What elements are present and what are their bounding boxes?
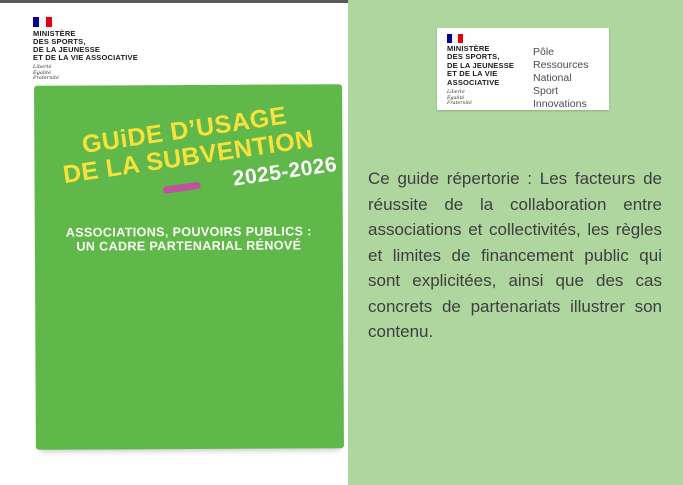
cover-subtitle-line2: UN CADRE PARTENARIAL RÉNOVÉ xyxy=(76,237,302,254)
pole-ressources-name: Pôle Ressources National Sport Innovatio… xyxy=(533,46,609,111)
ministry-name: MINISTÈRE DES SPORTS, DE LA JEUNESSE ET … xyxy=(33,30,138,62)
motto-line: Liberté xyxy=(447,90,465,96)
motto-line: Fraternité xyxy=(33,75,59,82)
ministry-name-line: ASSOCIATIVE xyxy=(447,77,500,87)
ministry-name-line: ET DE LA VIE xyxy=(447,69,498,79)
republic-motto: Liberté Égalité Fraternité xyxy=(447,90,514,107)
top-border-line xyxy=(0,0,348,3)
org-name-line: Sport xyxy=(533,85,559,97)
pink-dash-decoration xyxy=(162,181,201,194)
guide-cover: GUiDE D’USAGE DE LA SUBVENTION 2025-2026… xyxy=(34,84,344,450)
motto-line: Liberté xyxy=(33,64,52,70)
left-region: MINISTÈRE DES SPORTS, DE LA JEUNESSE ET … xyxy=(0,0,348,450)
ministry-logo-small: MINISTÈRE DES SPORTS, DE LA JEUNESSE ET … xyxy=(447,34,514,107)
org-name-line: Pôle Ressources xyxy=(533,46,589,71)
ministry-logo: MINISTÈRE DES SPORTS, DE LA JEUNESSE ET … xyxy=(33,17,138,82)
ministry-name-line: DE LA JEUNESSE xyxy=(33,45,101,54)
ministry-name-line: ET DE LA VIE ASSOCIATIVE xyxy=(33,53,138,62)
motto-line: Égalité xyxy=(33,69,51,76)
ministry-name-line: MINISTÈRE xyxy=(447,44,490,53)
cover-subtitle: ASSOCIATIONS, POUVOIRS PUBLICS : UN CADR… xyxy=(35,224,343,254)
ministry-name-line: DE LA JEUNESSE xyxy=(447,60,515,70)
org-name-line: Innovations xyxy=(533,98,587,110)
right-panel: MINISTÈRE DES SPORTS, DE LA JEUNESSE ET … xyxy=(348,0,683,485)
cover-title-group: GUiDE D’USAGE DE LA SUBVENTION 2025-2026 xyxy=(34,96,343,219)
french-flag-icon xyxy=(447,34,463,43)
french-flag-icon xyxy=(33,17,52,27)
ministry-name-line: MINISTÈRE xyxy=(33,29,76,38)
partner-logo-box: MINISTÈRE DES SPORTS, DE LA JEUNESSE ET … xyxy=(437,28,609,110)
ministry-name-line: DES SPORTS, xyxy=(447,52,500,62)
ministry-name-line: DES SPORTS, xyxy=(33,37,86,46)
motto-line: Fraternité xyxy=(447,101,472,107)
guide-description: Ce guide répertorie : Les facteurs de ré… xyxy=(368,169,662,341)
ministry-name: MINISTÈRE DES SPORTS, DE LA JEUNESSE ET … xyxy=(447,44,515,87)
org-name-line: National xyxy=(533,72,572,84)
republic-motto: Liberté Égalité Fraternité xyxy=(33,64,138,82)
motto-line: Égalité xyxy=(447,95,465,101)
